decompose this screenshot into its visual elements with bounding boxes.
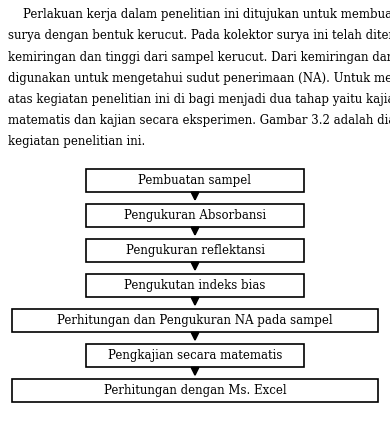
Text: Perlakuan kerja dalam penelitian ini ditujukan untuk membuat kolektor: Perlakuan kerja dalam penelitian ini dit… — [8, 8, 390, 21]
Text: Perhitungan dengan Ms. Excel: Perhitungan dengan Ms. Excel — [104, 384, 286, 398]
FancyBboxPatch shape — [12, 309, 378, 332]
Text: surya dengan bentuk kerucut. Pada kolektor surya ini telah ditentukan sudut: surya dengan bentuk kerucut. Pada kolekt… — [8, 30, 390, 42]
Text: Perhitungan dan Pengukuran NA pada sampel: Perhitungan dan Pengukuran NA pada sampe… — [57, 314, 333, 327]
FancyBboxPatch shape — [12, 380, 378, 402]
Text: matematis dan kajian secara eksperimen. Gambar 3.2 adalah diagram alir dari: matematis dan kajian secara eksperimen. … — [8, 114, 390, 127]
Text: Pembuatan sampel: Pembuatan sampel — [138, 174, 252, 187]
FancyBboxPatch shape — [86, 169, 304, 192]
FancyBboxPatch shape — [86, 345, 304, 367]
FancyBboxPatch shape — [86, 239, 304, 262]
Text: Pengukuran Absorbansi: Pengukuran Absorbansi — [124, 209, 266, 222]
Text: Pengukuran reflektansi: Pengukuran reflektansi — [126, 244, 264, 257]
Text: kegiatan penelitian ini.: kegiatan penelitian ini. — [8, 135, 145, 148]
Text: digunakan untuk mengetahui sudut penerimaan (NA). Untuk mencapai tujuan di: digunakan untuk mengetahui sudut penerim… — [8, 71, 390, 85]
Text: Pengukutan indeks bias: Pengukutan indeks bias — [124, 279, 266, 292]
Text: Pengkajian secara matematis: Pengkajian secara matematis — [108, 349, 282, 363]
FancyBboxPatch shape — [86, 274, 304, 297]
Text: kemiringan dan tinggi dari sampel kerucut. Dari kemiringan dan tinggi akan: kemiringan dan tinggi dari sampel kerucu… — [8, 51, 390, 63]
Text: atas kegiatan penelitian ini di bagi menjadi dua tahap yaitu kajian secara: atas kegiatan penelitian ini di bagi men… — [8, 93, 390, 106]
FancyBboxPatch shape — [86, 204, 304, 227]
